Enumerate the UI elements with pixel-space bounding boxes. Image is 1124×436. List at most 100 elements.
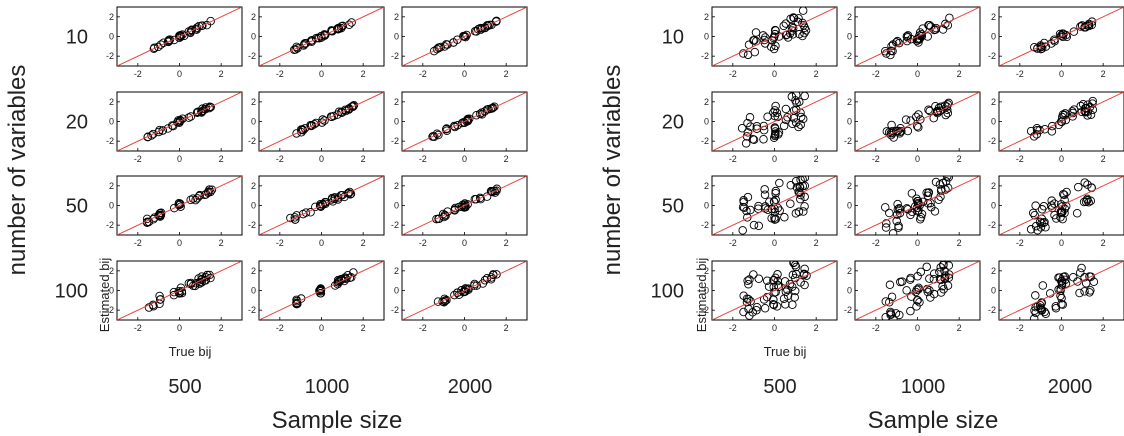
data-point <box>791 176 801 186</box>
data-point <box>779 121 789 131</box>
x-tick-label: 2 <box>504 323 509 333</box>
data-point <box>903 205 913 214</box>
data-point <box>201 272 210 282</box>
y-tick-label: -2 <box>701 220 709 230</box>
data-point <box>779 21 788 31</box>
data-point <box>1085 272 1094 281</box>
data-point <box>918 197 928 207</box>
data-point <box>472 110 481 120</box>
y-tick-label: 0 <box>251 286 256 296</box>
data-point <box>1080 287 1089 296</box>
data-point <box>893 210 902 219</box>
x-tick-label: 2 <box>504 154 509 164</box>
y-tick-label: 2 <box>991 266 996 276</box>
y-tick-label: 0 <box>991 201 996 211</box>
scatter-panel: -2 0 2 2 0 -2 <box>701 260 838 333</box>
y-tick-label: 0 <box>251 32 256 42</box>
y-tick-label: 2 <box>251 181 256 191</box>
data-point <box>914 110 923 119</box>
data-point <box>307 121 316 131</box>
data-point <box>1069 105 1079 114</box>
data-point <box>880 203 890 212</box>
data-point <box>1068 272 1078 282</box>
data-point <box>770 123 780 132</box>
x-tick-label: -2 <box>872 323 880 333</box>
data-point <box>786 199 795 209</box>
row-label: 10 <box>662 27 684 49</box>
data-point <box>1058 110 1068 119</box>
data-point <box>771 41 780 51</box>
points-group <box>1026 178 1096 235</box>
y-tick-label: 2 <box>991 97 996 107</box>
data-point <box>320 31 329 40</box>
data-point <box>1050 199 1059 208</box>
data-point <box>194 21 204 31</box>
data-point <box>759 135 768 144</box>
data-point <box>887 120 896 130</box>
data-point <box>893 36 902 46</box>
data-point <box>155 125 164 135</box>
data-point <box>938 25 948 34</box>
y-tick-label: 0 <box>991 32 996 42</box>
x-tick-label: -2 <box>729 69 737 79</box>
data-point <box>316 285 325 295</box>
col-label: 1000 <box>901 376 946 398</box>
data-point <box>754 221 764 231</box>
data-point <box>173 117 182 127</box>
x-axis-title: Sample size <box>272 407 403 434</box>
reference-line <box>855 261 980 320</box>
data-point <box>1075 288 1084 298</box>
y-tick-label: -2 <box>844 136 852 146</box>
y-tick-label: -2 <box>988 220 996 230</box>
scatter-panel: -2 0 2 2 0 -2 <box>391 91 528 164</box>
data-point <box>922 262 931 272</box>
data-point <box>786 14 795 24</box>
data-point <box>770 213 779 222</box>
data-point <box>882 127 892 136</box>
data-point <box>184 113 193 122</box>
data-point <box>1035 217 1045 227</box>
data-point <box>188 194 198 203</box>
data-point <box>737 124 747 133</box>
reference-line <box>117 7 242 66</box>
reference-line <box>712 7 837 66</box>
data-point <box>788 300 797 310</box>
data-point <box>741 139 751 148</box>
reference-line <box>117 261 242 320</box>
data-point <box>434 43 444 53</box>
data-point <box>1061 115 1071 125</box>
data-point <box>347 18 356 27</box>
scatter-panel: -2 0 2 2 0 -2 <box>844 260 981 333</box>
y-tick-label: 2 <box>394 181 399 191</box>
data-point <box>345 190 355 199</box>
data-point <box>482 21 492 30</box>
data-point <box>1068 112 1077 121</box>
data-point <box>192 108 202 118</box>
y-tick-label: -2 <box>988 136 996 146</box>
data-point <box>925 286 934 295</box>
y-tick-label: 2 <box>991 12 996 22</box>
x-tick-label: 2 <box>957 69 962 79</box>
data-point <box>942 102 952 111</box>
data-point <box>148 129 158 139</box>
data-point <box>913 206 922 216</box>
y-tick-label: 2 <box>847 181 852 191</box>
data-point <box>316 31 326 41</box>
data-point <box>916 267 926 277</box>
data-point <box>197 278 206 287</box>
data-point <box>1031 201 1040 210</box>
data-point <box>490 186 499 196</box>
data-point <box>906 34 916 44</box>
y-tick-label: -2 <box>391 136 399 146</box>
data-point <box>743 213 752 222</box>
reference-line <box>402 7 527 66</box>
data-point <box>1075 268 1085 277</box>
data-point <box>1069 27 1079 36</box>
data-point <box>912 122 922 131</box>
data-point <box>943 108 953 118</box>
y-tick-label: 0 <box>847 201 852 211</box>
data-point <box>763 112 772 122</box>
data-point <box>321 199 330 209</box>
data-point <box>432 129 442 138</box>
x-tick-label: 0 <box>772 238 777 248</box>
